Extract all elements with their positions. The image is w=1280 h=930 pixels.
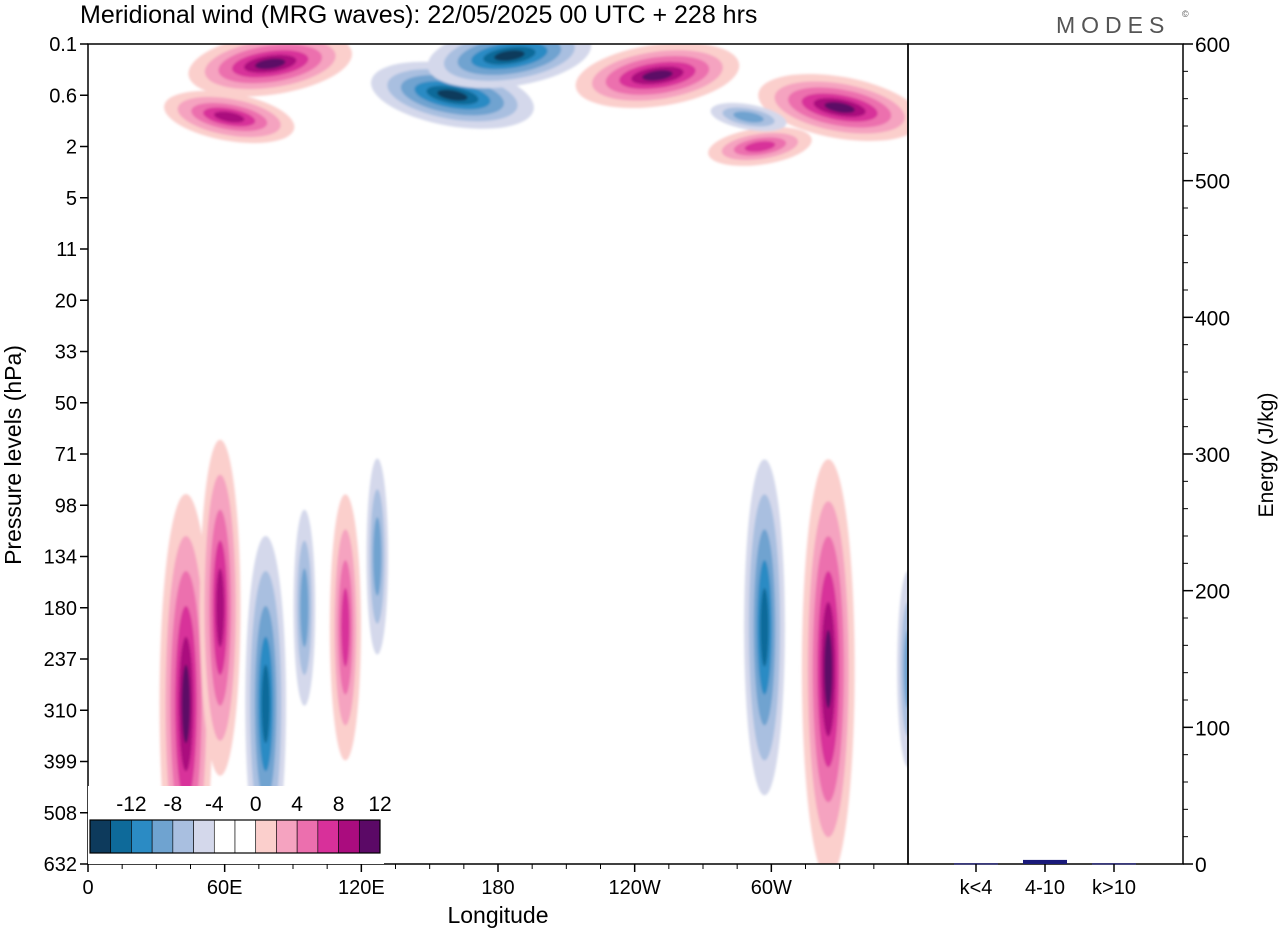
pressure-tick-label: 508 bbox=[44, 803, 77, 825]
energy-bar bbox=[954, 863, 998, 865]
energy-tick-label: 100 bbox=[1195, 717, 1230, 740]
pressure-tick-label: 11 bbox=[56, 239, 77, 261]
energy-tick-label: 0 bbox=[1195, 854, 1207, 877]
energy-axis: 0 100 200 300 400 500 600 bbox=[1183, 34, 1230, 877]
energy-panel-frame bbox=[907, 43, 1184, 865]
colorbar-swatch bbox=[193, 819, 215, 854]
energy-tick-label: 200 bbox=[1195, 581, 1230, 604]
colorbar-label: -4 bbox=[205, 793, 224, 816]
pressure-tick-label: 50 bbox=[55, 393, 77, 415]
y-axis-label: Pressure levels (hPa) bbox=[0, 345, 26, 565]
colorbar-swatch bbox=[131, 819, 153, 854]
contour-level-2-4 bbox=[261, 664, 270, 744]
pressure-tick-label: 310 bbox=[44, 700, 77, 722]
pressure-tick-label: 2 bbox=[66, 137, 77, 159]
energy-tick-label: 500 bbox=[1195, 171, 1230, 194]
energy-bar bbox=[1092, 863, 1136, 865]
colorbar-swatch bbox=[213, 819, 236, 854]
energy-category-label: 4-10 bbox=[1025, 877, 1065, 899]
colorbar-swatch bbox=[255, 819, 277, 854]
colorbar-swatch bbox=[358, 819, 381, 854]
colorbar-label: 8 bbox=[333, 793, 345, 816]
contour-level-10-5 bbox=[437, 89, 468, 101]
pressure-tick-label: 0.1 bbox=[49, 34, 77, 56]
energy-bar bbox=[1023, 859, 1067, 864]
colorbar-swatch bbox=[151, 819, 174, 854]
energy-category-label: k<4 bbox=[960, 877, 993, 899]
energy-bars: k<4 4-10 k>10 bbox=[954, 859, 1136, 899]
colorbar-swatch bbox=[89, 819, 112, 854]
pressure-tick-label: 0.6 bbox=[49, 85, 77, 107]
contour-level-0-5 bbox=[181, 664, 191, 744]
longitude-tick-label: 120E bbox=[338, 877, 385, 899]
pressure-tick-label: 399 bbox=[44, 752, 77, 774]
pressure-tick-label: 237 bbox=[44, 649, 77, 671]
longitude-tick-label: 180 bbox=[481, 877, 514, 899]
colorbar-swatch bbox=[172, 819, 194, 854]
colorbar-label: 12 bbox=[368, 793, 391, 816]
colorbar-label: 0 bbox=[250, 793, 262, 816]
colorbar-label: -12 bbox=[116, 793, 146, 816]
colorbar-swatch bbox=[234, 819, 257, 854]
chart-title: Meridional wind (MRG waves): 22/05/2025 … bbox=[80, 1, 757, 29]
pressure-tick-label: 134 bbox=[44, 547, 77, 569]
pressure-tick-label: 71 bbox=[55, 444, 77, 466]
contour-level-7-5 bbox=[824, 629, 833, 709]
contour-level-5-2 bbox=[373, 517, 382, 596]
pressure-axis: 0.1 0.6 2 5 11 20 33 50 71 98 134 180 237 310 399 508 63… bbox=[44, 34, 88, 876]
energy-tick-label: 300 bbox=[1195, 444, 1230, 467]
colorbar-swatch bbox=[338, 819, 360, 854]
energy-category-label: k>10 bbox=[1092, 877, 1136, 899]
pressure-tick-label: 20 bbox=[55, 290, 77, 312]
energy-tick-label: 600 bbox=[1195, 34, 1230, 57]
energy-tick-label: 400 bbox=[1195, 307, 1230, 330]
wind-contour-field bbox=[159, 44, 908, 864]
contour-level-3-2 bbox=[300, 568, 309, 647]
contour-level-4-3 bbox=[341, 588, 350, 667]
longitude-axis: 0 60E 120E 180 120W 60W bbox=[82, 864, 875, 899]
contour-level-13-5 bbox=[254, 58, 286, 70]
colorbar-label: 4 bbox=[291, 793, 303, 816]
contour-level-12-4 bbox=[214, 111, 245, 123]
colorbar-swatch bbox=[276, 819, 298, 854]
energy-axis-label: Energy (J/kg) bbox=[1255, 393, 1278, 518]
contour-level-8-2 bbox=[903, 630, 908, 709]
pressure-tick-label: 5 bbox=[66, 188, 77, 210]
longitude-tick-label: 60W bbox=[751, 877, 792, 899]
pressure-tick-label: 33 bbox=[55, 342, 77, 364]
contour-level-9-5 bbox=[642, 70, 673, 81]
longitude-tick-label: 0 bbox=[82, 877, 93, 899]
brand-logo: MODES bbox=[1056, 12, 1170, 38]
contour-level-16-2 bbox=[733, 111, 764, 123]
pressure-tick-label: 632 bbox=[44, 854, 77, 876]
pressure-tick-label: 98 bbox=[55, 495, 77, 517]
pressure-tick-label: 180 bbox=[44, 598, 77, 620]
contour-level-15-3 bbox=[744, 141, 776, 152]
x-axis-label: Longitude bbox=[447, 902, 548, 928]
contour-level-14-5 bbox=[824, 101, 855, 114]
colorbar-swatch bbox=[317, 819, 339, 854]
longitude-tick-label: 120W bbox=[609, 877, 661, 899]
longitude-tick-label: 60E bbox=[207, 877, 243, 899]
contour-level-1-4 bbox=[215, 568, 225, 647]
colorbar-swatch bbox=[110, 819, 132, 854]
colorbar-swatch bbox=[296, 819, 319, 854]
contour-level-6-4 bbox=[760, 588, 769, 667]
brand-mark: © bbox=[1182, 9, 1189, 19]
contour-level-11-5 bbox=[494, 50, 525, 61]
colorbar-label: -8 bbox=[164, 793, 183, 816]
colorbar: -12 -8 -4 0 4 8 12 bbox=[88, 786, 392, 864]
